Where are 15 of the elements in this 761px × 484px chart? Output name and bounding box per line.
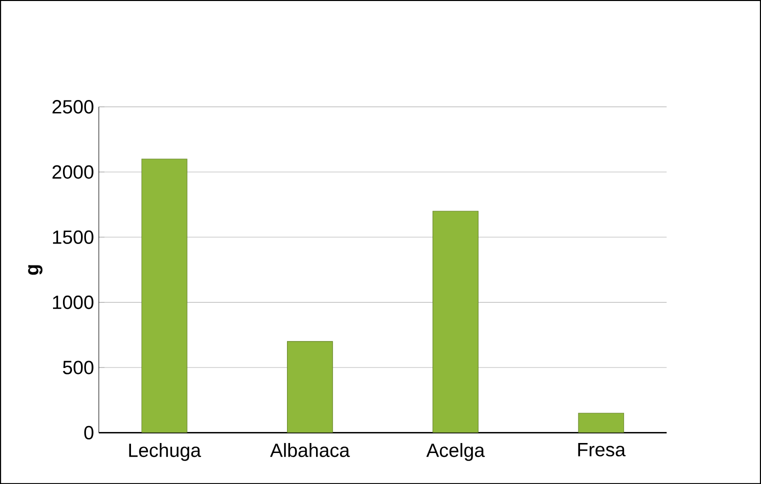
y-tick-label: 500 [62,360,94,374]
y-tick-label: 2500 [52,100,94,114]
y-axis-title: g [28,265,42,275]
bar [432,210,478,433]
x-tick-label: Fresa [578,442,626,456]
bar [141,158,188,433]
bar [578,412,624,433]
y-tick-label: 2000 [52,165,94,179]
y-tick-label: 0 [84,426,94,440]
x-tick-label: Albahaca [270,442,350,457]
x-tick-label: Lechuga [129,442,202,461]
bar [286,341,333,433]
y-tick-label: 1500 [53,230,94,244]
y-tick-label: 1000 [53,295,94,309]
x-tick-label: Acelga [426,442,485,461]
